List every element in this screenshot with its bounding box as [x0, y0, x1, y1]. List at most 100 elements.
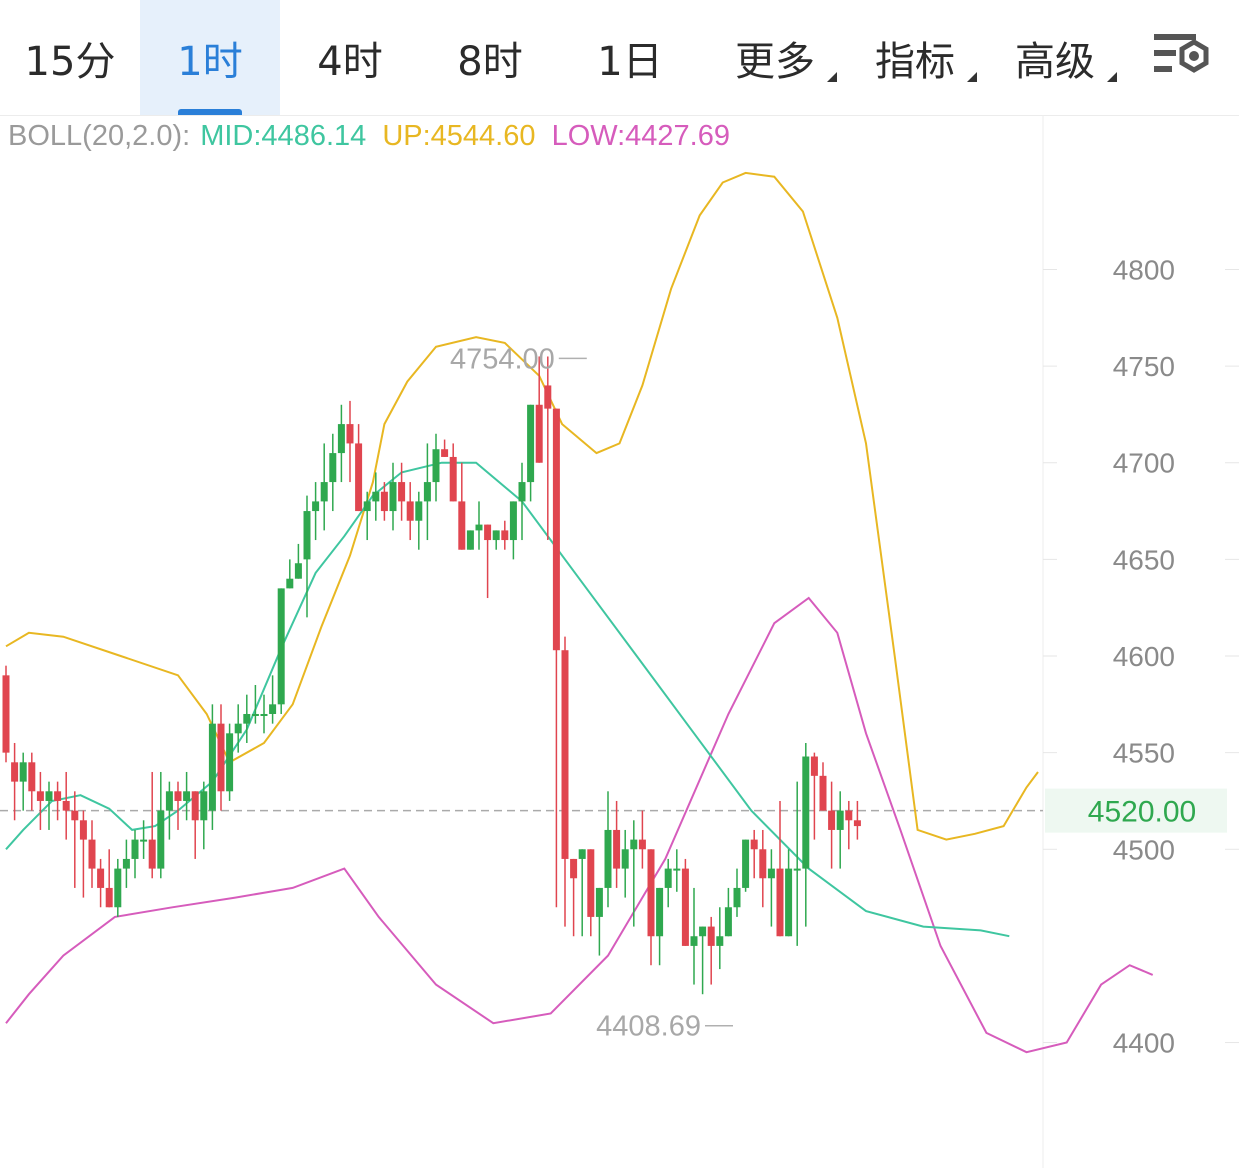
candle-down — [544, 385, 552, 409]
candle-up — [604, 829, 612, 888]
candle-up — [329, 453, 337, 483]
candle-up — [234, 723, 242, 734]
candle-down — [148, 839, 156, 869]
candle-up — [363, 501, 371, 512]
active-tab-indicator — [178, 109, 242, 115]
candle-up — [303, 511, 311, 560]
candle-up — [767, 868, 775, 879]
candle-down — [11, 762, 19, 782]
tab-label: 1时 — [177, 38, 243, 85]
candle-up — [724, 907, 732, 937]
tab-8h[interactable]: 8时 — [420, 0, 560, 115]
candle-up — [226, 733, 234, 792]
candle-up — [286, 578, 294, 589]
candle-up — [733, 887, 741, 908]
candle-up — [578, 849, 586, 859]
boll-mid-value: MID:4486.14 — [200, 120, 367, 152]
candle-down — [346, 424, 354, 444]
candle-down — [88, 839, 96, 869]
candle-down — [681, 868, 689, 946]
candle-down — [54, 791, 62, 801]
candle-up — [251, 713, 259, 716]
dropdown-caret-icon — [827, 72, 837, 82]
candle-down — [71, 810, 79, 821]
candle-down — [828, 810, 836, 830]
tab-indicators-dropdown[interactable]: 指标 — [845, 0, 985, 115]
candle-up — [492, 530, 500, 541]
candle-up — [45, 791, 53, 801]
y-tick-label: 4400 — [1113, 1028, 1175, 1059]
candle-down — [28, 762, 36, 792]
y-tick-label: 4550 — [1113, 738, 1175, 769]
candle-down — [355, 443, 363, 512]
tab-label: 更多 — [735, 38, 815, 85]
candle-up — [277, 588, 285, 705]
candle-up — [699, 926, 707, 937]
candle-up — [200, 791, 208, 821]
candle-up — [621, 849, 629, 869]
candle-up — [183, 791, 191, 801]
candle-up — [208, 723, 216, 811]
candle-down — [105, 887, 113, 908]
candle-up — [165, 791, 173, 811]
candle-up — [157, 810, 165, 869]
candle-up — [114, 868, 122, 908]
candle-up — [466, 530, 474, 550]
candle-down — [484, 524, 492, 541]
candle-down — [449, 456, 457, 502]
dropdown-caret-icon — [1107, 72, 1117, 82]
candle-up — [131, 839, 139, 859]
candle-down — [552, 408, 560, 651]
boll-lower-band-line — [5, 596, 1154, 1054]
candle-down — [647, 849, 655, 937]
candle-up — [690, 936, 698, 946]
dropdown-caret-icon — [967, 72, 977, 82]
y-tick-label: 4500 — [1113, 834, 1175, 865]
candle-down — [79, 820, 87, 840]
candle-up — [836, 810, 844, 830]
y-tick-label: 4650 — [1113, 544, 1175, 575]
candle-down — [707, 926, 715, 946]
boll-indicator-readout: BOLL(20,2.0): MID:4486.14 UP:4544.60 LOW… — [8, 120, 738, 153]
candle-up — [140, 839, 148, 842]
candlestick-chart[interactable]: 4800 4750 4700 4650 4600 4550 4500 4400 4520.00 4… — [0, 115, 1239, 1168]
current-price-badge — [1045, 788, 1227, 833]
candle-up — [389, 482, 397, 512]
chart-settings-icon[interactable] — [1148, 30, 1216, 86]
candle-up — [243, 713, 251, 724]
candle-up — [527, 404, 535, 483]
candle-up — [664, 868, 672, 888]
y-tick-label: 4600 — [1113, 641, 1175, 672]
candle-up — [595, 887, 603, 917]
tab-label: 8时 — [457, 38, 523, 85]
tab-1h[interactable]: 1时 — [140, 0, 280, 115]
price-annotation-label: 4754.00 — [450, 343, 555, 375]
candle-up — [122, 858, 130, 869]
candle-up — [19, 762, 27, 782]
tab-advanced-dropdown[interactable]: 高级 — [985, 0, 1125, 115]
candle-down — [853, 820, 861, 827]
candle-up — [372, 491, 380, 502]
tab-more-dropdown[interactable]: 更多 — [705, 0, 845, 115]
candle-down — [776, 868, 784, 937]
candle-down — [535, 404, 543, 463]
candle-down — [845, 810, 853, 821]
tab-15m[interactable]: 15分 — [0, 0, 140, 115]
candle-up — [785, 868, 793, 937]
candle-up — [656, 887, 664, 937]
candle-up — [802, 756, 810, 869]
timeframe-tab-bar: 15分 1时 4时 8时 1日 更多 指标 高级 — [0, 0, 1239, 116]
tab-label: 4时 — [317, 38, 383, 85]
candle-up — [269, 704, 277, 714]
candle-down — [819, 775, 827, 811]
candle-up — [260, 713, 268, 716]
candle-down — [62, 800, 70, 811]
tab-4h[interactable]: 4时 — [280, 0, 420, 115]
candle-down — [191, 791, 199, 821]
current-price-label: 4520.00 — [1088, 796, 1196, 829]
candle-up — [509, 501, 517, 541]
tab-1d[interactable]: 1日 — [560, 0, 700, 115]
tab-label: 1日 — [597, 38, 663, 85]
candle-down — [613, 829, 621, 869]
candle-down — [380, 491, 388, 512]
